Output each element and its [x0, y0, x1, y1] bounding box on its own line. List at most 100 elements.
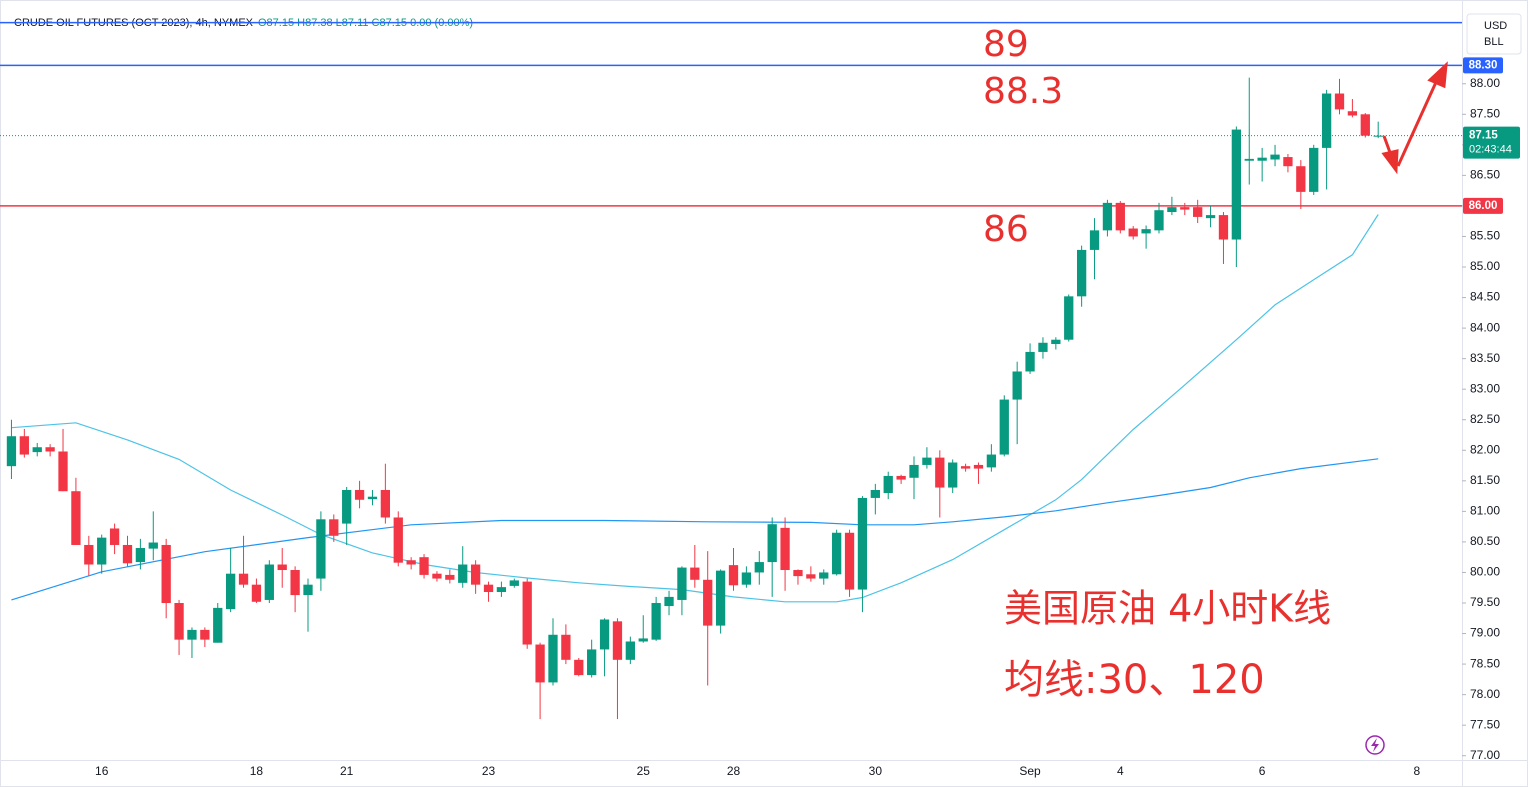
candle-body: [1231, 129, 1242, 240]
candle-body: [638, 638, 648, 642]
candle-body: [1089, 230, 1100, 250]
currency-box[interactable]: [1466, 13, 1522, 55]
y-tick-label: 82.50: [1470, 412, 1500, 426]
candle-body: [509, 580, 519, 586]
alert-icon[interactable]: [1365, 735, 1385, 755]
last-price-badge: [1463, 126, 1520, 159]
candle-body: [6, 436, 17, 467]
candle-body: [1334, 93, 1345, 110]
candle-body: [999, 399, 1009, 455]
x-tick-label: 4: [1117, 764, 1124, 778]
x-tick-label: 8: [1414, 764, 1421, 778]
candle-body: [277, 564, 287, 571]
candle-body: [187, 629, 197, 640]
candle-body: [1115, 202, 1125, 231]
arrows: [1381, 61, 1448, 175]
candle-body: [380, 489, 391, 518]
candle-body: [419, 557, 429, 575]
candle-body: [1257, 157, 1267, 161]
y-tick-label: 83.50: [1470, 351, 1500, 365]
y-tick-label: 80.50: [1470, 534, 1500, 548]
candle-body: [483, 584, 494, 593]
y-tick-label: 79.00: [1470, 626, 1500, 640]
candle-body: [703, 579, 713, 626]
candle-body: [1309, 147, 1319, 192]
x-tick-label: 16: [95, 764, 109, 778]
y-tick-label: 81.00: [1470, 504, 1500, 518]
candle-body: [1283, 157, 1293, 167]
candle-body: [651, 603, 661, 640]
y-tick-label: 78.50: [1470, 656, 1500, 670]
y-tick-label: 80.00: [1470, 565, 1500, 579]
x-tick-label: 25: [637, 764, 651, 778]
candle-body: [354, 489, 365, 500]
candle-body: [393, 517, 403, 563]
candle-body: [986, 454, 997, 468]
candle-body: [1205, 215, 1216, 219]
candle-body: [71, 491, 81, 545]
candle-body: [303, 584, 313, 596]
candle-body: [677, 567, 687, 600]
candle-body: [612, 621, 623, 660]
candle-body: [870, 489, 880, 498]
candle-body: [793, 570, 803, 577]
candle-body: [690, 567, 700, 580]
y-tick-label: 78.00: [1470, 687, 1500, 701]
candle-body: [200, 629, 210, 640]
y-tick-label: 87.50: [1470, 106, 1500, 120]
candle-body: [135, 548, 146, 563]
y-tick-label: 81.50: [1470, 473, 1500, 487]
candle-body: [406, 560, 416, 565]
candle-body: [754, 562, 764, 573]
price-badge-label: 88.30: [1469, 59, 1498, 71]
candle-body: [458, 564, 468, 583]
price-badge-label: 86.00: [1469, 200, 1498, 212]
candle-body: [290, 570, 300, 596]
candle-body: [213, 607, 223, 643]
candle-body: [1321, 93, 1332, 148]
candle-body: [58, 451, 68, 492]
candle-body: [174, 603, 184, 640]
candle-body: [561, 634, 571, 660]
candle-body: [225, 573, 236, 610]
candle-body: [548, 634, 558, 683]
candle-body: [767, 524, 777, 563]
annotation: 89: [983, 24, 1029, 65]
candle-body: [148, 542, 158, 549]
y-tick-label: 83.00: [1470, 381, 1500, 395]
y-tick-label: 82.00: [1470, 442, 1500, 456]
candle-body: [1270, 154, 1280, 160]
candle-body: [574, 659, 584, 676]
candle-body: [316, 519, 326, 579]
y-tick-label: 86.50: [1470, 168, 1500, 182]
candle-body: [909, 464, 919, 478]
candle-body: [367, 496, 378, 500]
candle-body: [896, 475, 906, 480]
price-badge: [1463, 57, 1503, 74]
candle-body: [264, 564, 274, 600]
alert-bolt: [1371, 738, 1379, 752]
candle-body: [857, 497, 868, 590]
candle-body: [1141, 229, 1151, 234]
candle-body: [922, 457, 932, 465]
candle-body: [432, 573, 442, 579]
countdown: 02:43:44: [1469, 144, 1512, 156]
candle-body: [819, 572, 829, 579]
y-tick-label: 85.00: [1470, 259, 1500, 273]
last-price-label: 87.15: [1469, 130, 1498, 142]
candle-body: [806, 574, 816, 579]
candle-body: [251, 584, 262, 602]
candle-body: [161, 544, 171, 604]
candle-body: [1347, 111, 1358, 116]
x-tick-label: 28: [727, 764, 741, 778]
candle-body: [664, 596, 674, 607]
annotation: 均线:30、120: [1004, 657, 1265, 703]
candle-body: [728, 565, 739, 586]
candle-body: [1360, 114, 1370, 136]
y-tick-label: 77.50: [1470, 717, 1500, 731]
candle-body: [1296, 166, 1306, 192]
candle-body: [1154, 210, 1164, 231]
candle-body: [1102, 202, 1113, 231]
candle-body: [84, 544, 94, 565]
